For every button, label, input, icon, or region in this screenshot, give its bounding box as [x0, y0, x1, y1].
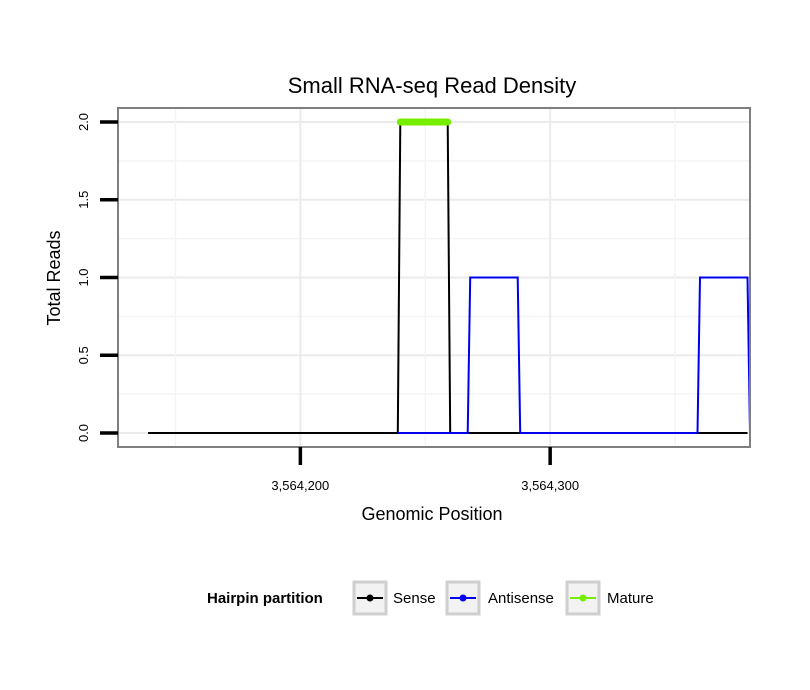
legend-key-point	[459, 594, 467, 602]
y-tick-label: 1.0	[76, 268, 91, 286]
y-tick-label: 2.0	[76, 113, 91, 131]
y-tick-label: 0.0	[76, 424, 91, 442]
series-line-antisense	[397, 276, 751, 434]
legend-label-antisense: Antisense	[488, 590, 554, 607]
plot-series	[148, 118, 751, 434]
legend: Hairpin partition Sense Antisense Mature	[207, 580, 654, 616]
x-tick-label: 3,564,300	[521, 478, 579, 493]
legend-key-point	[366, 594, 374, 602]
grid	[118, 108, 750, 447]
legend-title: Hairpin partition	[207, 590, 323, 607]
legend-key-point	[579, 594, 587, 602]
x-axis-title: Genomic Position	[361, 504, 502, 524]
axes: 3,564,200 3,564,300 0.0 0.5 1.0 1.5 2.0	[76, 113, 579, 493]
legend-label-sense: Sense	[393, 590, 436, 607]
y-axis-title: Total Reads	[44, 230, 64, 325]
legend-label-mature: Mature	[607, 590, 654, 607]
y-tick-label: 0.5	[76, 346, 91, 364]
chart-title: Small RNA-seq Read Density	[288, 73, 577, 98]
x-tick-label: 3,564,200	[271, 478, 329, 493]
y-tick-label: 1.5	[76, 191, 91, 209]
